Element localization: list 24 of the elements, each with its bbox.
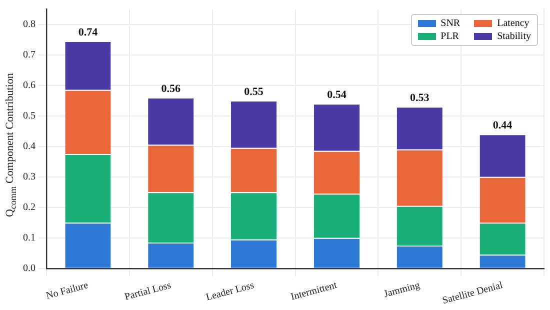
legend-label: Latency: [497, 18, 530, 29]
y-tick-label: 0.5: [23, 110, 36, 122]
legend-label: SNR: [440, 18, 460, 29]
y-tick-label: 0.7: [23, 49, 36, 60]
y-tick-label: 0.4: [23, 140, 36, 152]
x-tick-label: Leader Loss: [204, 280, 256, 304]
total-label: 0.53: [410, 92, 430, 104]
y-tick-label: 0.0: [23, 263, 36, 274]
y-tick-label: 0.6: [23, 80, 36, 91]
x-tick-label: No Failure: [44, 280, 90, 302]
y-tick-label: 0.1: [23, 232, 36, 244]
y-tick-label: 0.2: [23, 202, 36, 213]
legend-label: Stability: [497, 31, 531, 42]
x-tick-label: Satellite Denial: [441, 280, 504, 307]
total-label: 0.74: [78, 26, 98, 38]
y-tick-label: 0.3: [23, 171, 36, 182]
x-tick-label: Jamming: [382, 280, 422, 300]
y-tick-label: 0.8: [23, 18, 36, 30]
legend-label: PLR: [440, 31, 459, 42]
total-label: 0.55: [244, 86, 264, 98]
x-tick-label: Partial Loss: [124, 280, 172, 303]
total-label: 0.56: [161, 82, 181, 95]
total-label: 0.44: [492, 119, 513, 132]
total-label: 0.54: [327, 88, 347, 101]
